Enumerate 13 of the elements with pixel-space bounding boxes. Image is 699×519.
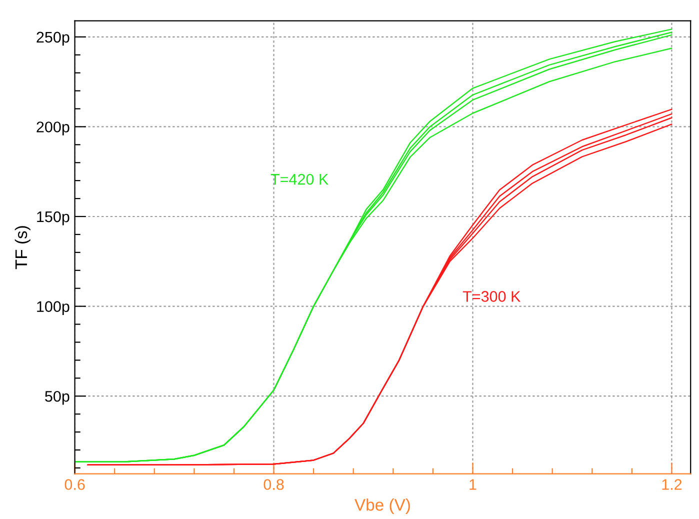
y-tick-label: 150p — [37, 211, 70, 226]
x-tick-label: 0.6 — [64, 479, 85, 490]
x-tick-label: 1.2 — [662, 479, 682, 490]
y-tick-label: 100p — [37, 301, 70, 315]
text: T=420 K — [270, 174, 328, 185]
series-label: T=300 K — [462, 291, 521, 302]
x-tick-label: 1 — [470, 479, 476, 490]
x-axis-title: Vbe (V) — [354, 498, 410, 514]
x-tick-label: 0.8 — [264, 479, 284, 490]
y-tick-label: 200p — [36, 122, 70, 136]
y-tick-label: 250p — [36, 32, 70, 46]
y-axis-title: TF (s) — [14, 226, 30, 270]
y-tick-label: 50p — [45, 390, 70, 405]
